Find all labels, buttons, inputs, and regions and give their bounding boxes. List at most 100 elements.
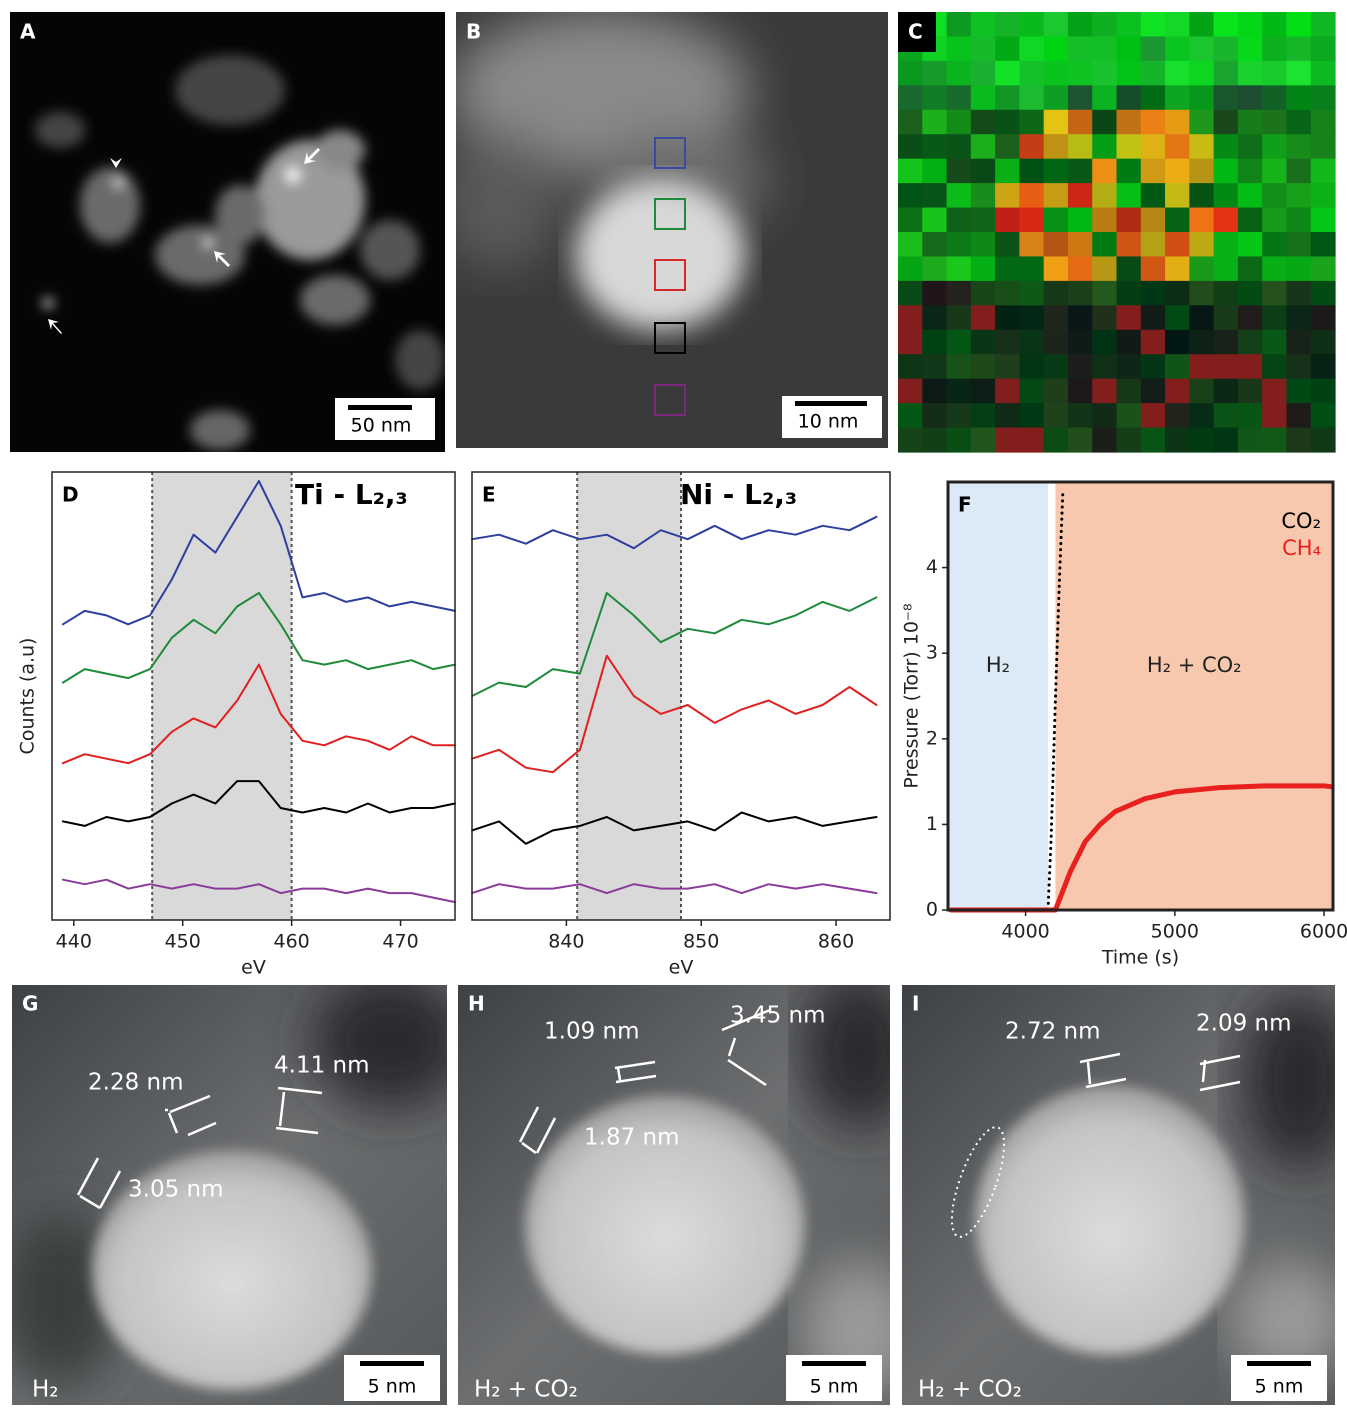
heatmap-cell	[898, 330, 923, 355]
heatmap-cell	[922, 428, 947, 453]
heatmap-cell	[1092, 330, 1117, 355]
heatmap-cell	[1117, 134, 1142, 159]
heatmap-cell	[1189, 36, 1214, 61]
heatmap-cell	[1141, 281, 1166, 306]
heatmap-cell	[1092, 232, 1117, 257]
heatmap-cell	[1189, 256, 1214, 281]
heatmap-cell	[1165, 36, 1190, 61]
heatmap-cell	[947, 403, 972, 428]
heatmap-cell	[1189, 159, 1214, 184]
heatmap-cell	[1068, 305, 1093, 330]
heatmap-cell	[1311, 85, 1336, 110]
heatmap-cell	[1092, 379, 1117, 404]
heatmap-cell	[1044, 12, 1069, 37]
heatmap-cell	[1117, 354, 1142, 379]
heatmap-cell	[1092, 354, 1117, 379]
heatmap-cell	[947, 256, 972, 281]
heatmap-cell	[922, 281, 947, 306]
heatmap-cell	[995, 110, 1020, 135]
heatmap-cell	[1117, 208, 1142, 233]
panel-h-image	[458, 970, 920, 1405]
heatmap-cell	[1238, 403, 1263, 428]
heatmap-cell	[995, 428, 1020, 453]
heatmap-cell	[1068, 354, 1093, 379]
heatmap-cell	[1092, 12, 1117, 37]
y-tick-label: 3	[926, 642, 938, 664]
scale-bar-label: 5 nm	[810, 1376, 859, 1398]
heatmap-cell	[1214, 61, 1239, 86]
heatmap-cell	[971, 281, 996, 306]
heatmap-cell	[1189, 379, 1214, 404]
heatmap-cell	[1286, 61, 1311, 86]
heatmap-cell	[1141, 354, 1166, 379]
heatmap-cell	[1238, 85, 1263, 110]
heatmap-cell	[922, 134, 947, 159]
heatmap-cell	[1044, 208, 1069, 233]
heatmap-cell	[1262, 134, 1287, 159]
heatmap-cell	[1068, 208, 1093, 233]
heatmap-cell	[1238, 281, 1263, 306]
heatmap-cell	[1092, 281, 1117, 306]
heatmap-cell	[1262, 330, 1287, 355]
heatmap-cell	[995, 330, 1020, 355]
heatmap-cell	[1117, 110, 1142, 135]
heatmap-cell	[1141, 208, 1166, 233]
heatmap-cell	[947, 134, 972, 159]
heatmap-cell	[1262, 208, 1287, 233]
heatmap-cell	[1311, 134, 1336, 159]
scale-bar-label: 5 nm	[1255, 1376, 1304, 1398]
heatmap-cell	[1165, 208, 1190, 233]
scale-bar-label: 50 nm	[351, 415, 412, 437]
heatmap-cell	[1262, 85, 1287, 110]
heatmap-cell	[1068, 134, 1093, 159]
heatmap-cell	[1189, 85, 1214, 110]
heatmap-cell	[971, 134, 996, 159]
heatmap-cell	[1165, 183, 1190, 208]
x-tick-label: 6000	[1300, 921, 1347, 943]
heatmap-cell	[995, 305, 1020, 330]
heatmap-cell	[1189, 110, 1214, 135]
heatmap-cell	[995, 354, 1020, 379]
heatmap-cell	[1117, 428, 1142, 453]
heatmap-cell	[1068, 330, 1093, 355]
heatmap-cell	[1286, 403, 1311, 428]
heatmap-cell	[1262, 428, 1287, 453]
y-tick-label: 2	[926, 727, 938, 749]
heatmap-cell	[1165, 428, 1190, 453]
heatmap-cell	[1189, 232, 1214, 257]
heatmap-cell	[1019, 159, 1044, 184]
heatmap-cell	[1238, 305, 1263, 330]
panel-label: C	[908, 20, 923, 44]
heatmap-cell	[1019, 85, 1044, 110]
heatmap-cell	[1044, 256, 1069, 281]
heatmap-cell	[1262, 159, 1287, 184]
heatmap-cell	[898, 281, 923, 306]
measurement: 4.11 nm	[274, 1053, 370, 1079]
heatmap-cell	[1141, 159, 1166, 184]
figure: A 50 nm B 10 nm C G	[0, 0, 1347, 1411]
heatmap-cell	[1311, 256, 1336, 281]
y-axis-label: Pressure (Torr) 10⁻⁸	[901, 603, 923, 788]
heatmap-cell	[1238, 428, 1263, 453]
heatmap-cell	[1189, 134, 1214, 159]
measurement: 3.05 nm	[128, 1177, 224, 1203]
heatmap-cell	[1117, 12, 1142, 37]
heatmap-cell	[1238, 208, 1263, 233]
heatmap-cell	[1262, 305, 1287, 330]
heatmap-cell	[971, 232, 996, 257]
heatmap-cell	[1117, 256, 1142, 281]
heatmap-cell	[922, 305, 947, 330]
heatmap-cell	[1019, 36, 1044, 61]
heatmap-cell	[1044, 61, 1069, 86]
heatmap-cell	[1311, 183, 1336, 208]
heatmap-cell	[1044, 85, 1069, 110]
x-tick-label: 5000	[1151, 921, 1199, 943]
x-tick-label: 840	[548, 931, 584, 953]
heatmap-cell	[1141, 12, 1166, 37]
heatmap-cell	[1286, 305, 1311, 330]
heatmap-cell	[1238, 232, 1263, 257]
heatmap-cell	[1068, 183, 1093, 208]
heatmap-cell	[971, 208, 996, 233]
heatmap-cell	[1019, 183, 1044, 208]
heatmap-cell	[947, 61, 972, 86]
